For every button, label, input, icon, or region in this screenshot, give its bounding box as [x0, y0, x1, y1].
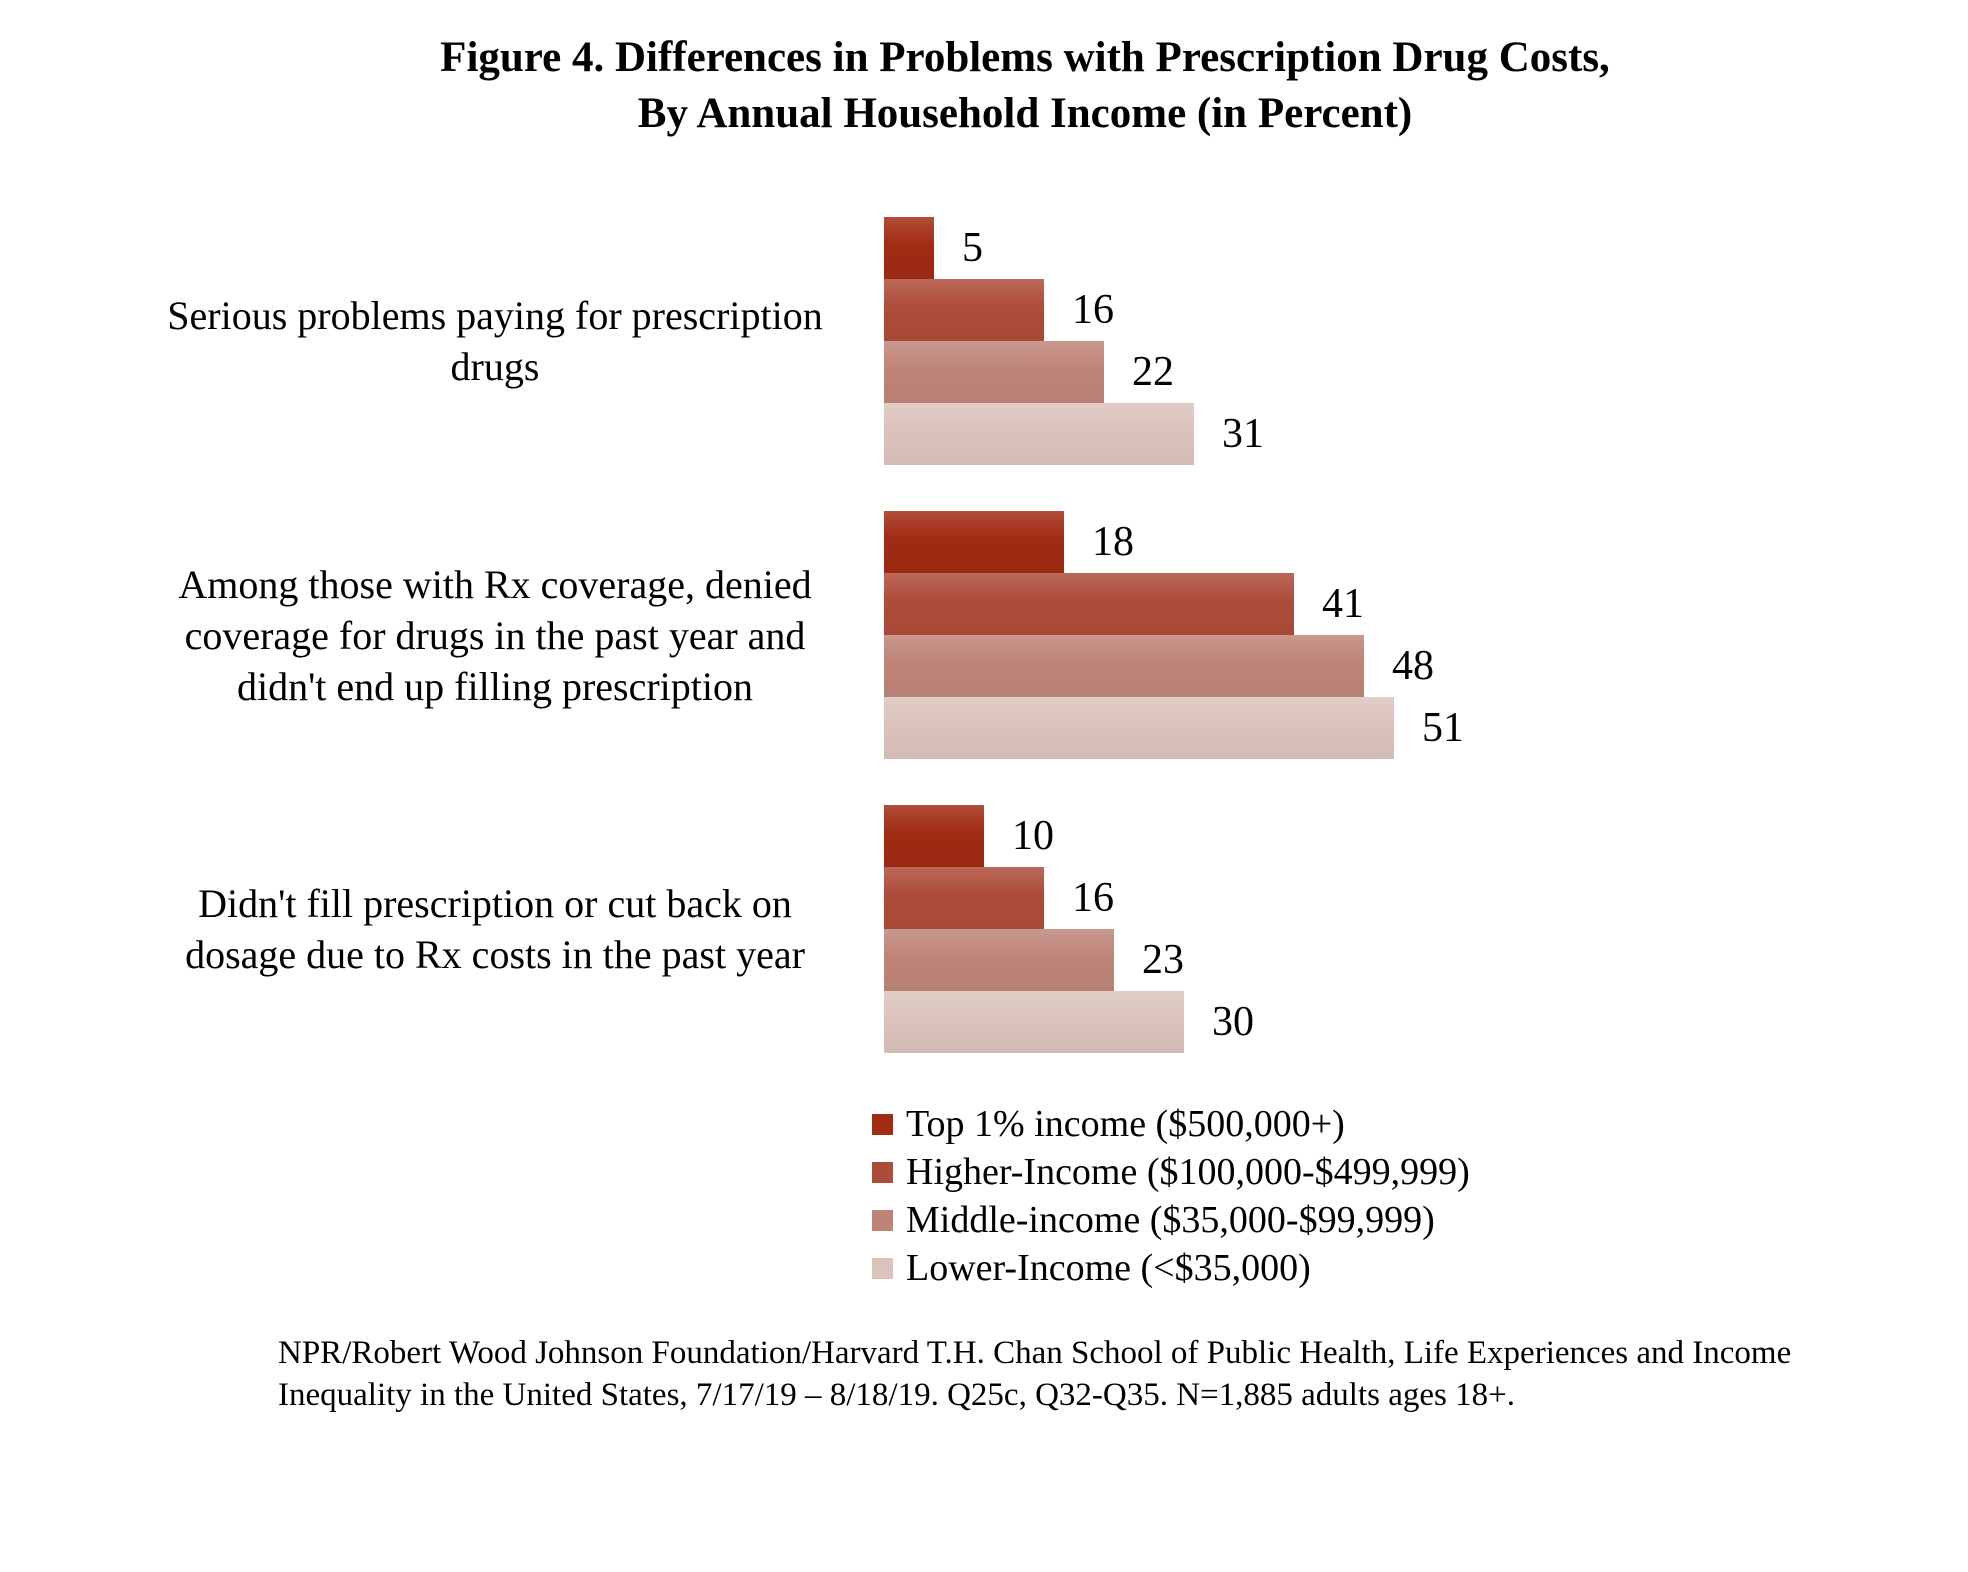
chart-title-line2: By Annual Household Income (in Percent): [637, 90, 1413, 137]
chart-title: Figure 4. Differences in Problems with P…: [75, 30, 1968, 142]
legend-item-label: Higher-Income ($100,000-$499,999): [906, 1151, 1470, 1193]
legend-swatch-icon: [872, 1161, 893, 1183]
bar-row: 41: [884, 573, 1464, 635]
legend-swatch-icon: [872, 1209, 893, 1231]
bar: [884, 217, 934, 279]
chart-group: Among those with Rx coverage, denied cov…: [0, 511, 1464, 759]
legend-swatch-icon: [872, 1113, 893, 1135]
bar: [884, 279, 1044, 341]
bar-value-label: 51: [1422, 705, 1464, 751]
legend-item-label: Top 1% income ($500,000+): [906, 1103, 1345, 1145]
chart-title-line1: Figure 4. Differences in Problems with P…: [440, 34, 1610, 81]
source-note: NPR/Robert Wood Johnson Foundation/Harva…: [278, 1335, 1792, 1413]
bar-row: 16: [884, 867, 1254, 929]
bar-value-label: 18: [1092, 519, 1134, 565]
chart-group: Didn't fill prescription or cut back on …: [0, 805, 1464, 1053]
legend-item-label: Middle-income ($35,000-$99,999): [906, 1199, 1435, 1241]
bar: [884, 805, 984, 867]
bar-value-label: 30: [1212, 999, 1254, 1045]
bar-row: 16: [884, 279, 1264, 341]
bar-row: 5: [884, 217, 1264, 279]
legend-item: Higher-Income ($100,000-$499,999): [872, 1148, 1470, 1196]
legend-item: Top 1% income ($500,000+): [872, 1100, 1470, 1148]
legend-item: Lower-Income (<$35,000): [872, 1244, 1470, 1292]
bar-value-label: 23: [1142, 937, 1184, 983]
bar-value-label: 10: [1012, 813, 1054, 859]
bar-row: 18: [884, 511, 1464, 573]
bar-cluster: 5 16 22 31: [884, 217, 1264, 465]
bar-row: 30: [884, 991, 1254, 1053]
bar-cluster: 10 16 23 30: [884, 805, 1254, 1053]
bar-row: 31: [884, 403, 1264, 465]
bar-value-label: 31: [1222, 411, 1264, 457]
legend-item-label: Lower-Income (<$35,000): [906, 1247, 1311, 1289]
bar-value-label: 16: [1072, 287, 1114, 333]
bar-value-label: 22: [1132, 349, 1174, 395]
bar-value-label: 16: [1072, 875, 1114, 921]
bar-row: 23: [884, 929, 1254, 991]
category-label: Among those with Rx coverage, denied cov…: [178, 561, 812, 709]
legend-item: Middle-income ($35,000-$99,999): [872, 1196, 1470, 1244]
bar: [884, 341, 1104, 403]
bar-value-label: 41: [1322, 581, 1364, 627]
bar: [884, 573, 1294, 635]
category-label: Serious problems paying for prescription…: [167, 293, 823, 389]
bar-value-label: 5: [962, 225, 983, 271]
bar-chart: Serious problems paying for prescription…: [0, 217, 1464, 1099]
chart-group: Serious problems paying for prescription…: [0, 217, 1464, 465]
bar: [884, 635, 1364, 697]
bar-row: 51: [884, 697, 1464, 759]
legend-swatch-icon: [872, 1257, 893, 1279]
bar-value-label: 48: [1392, 643, 1434, 689]
bar: [884, 403, 1194, 465]
bar-row: 48: [884, 635, 1464, 697]
bar-cluster: 18 41 48 51: [884, 511, 1464, 759]
bar: [884, 511, 1064, 573]
category-label: Didn't fill prescription or cut back on …: [185, 881, 805, 977]
bar-row: 22: [884, 341, 1264, 403]
bar: [884, 991, 1184, 1053]
legend: Top 1% income ($500,000+) Higher-Income (…: [872, 1100, 1470, 1292]
bar: [884, 867, 1044, 929]
bar: [884, 929, 1114, 991]
bar-row: 10: [884, 805, 1254, 867]
bar: [884, 697, 1394, 759]
